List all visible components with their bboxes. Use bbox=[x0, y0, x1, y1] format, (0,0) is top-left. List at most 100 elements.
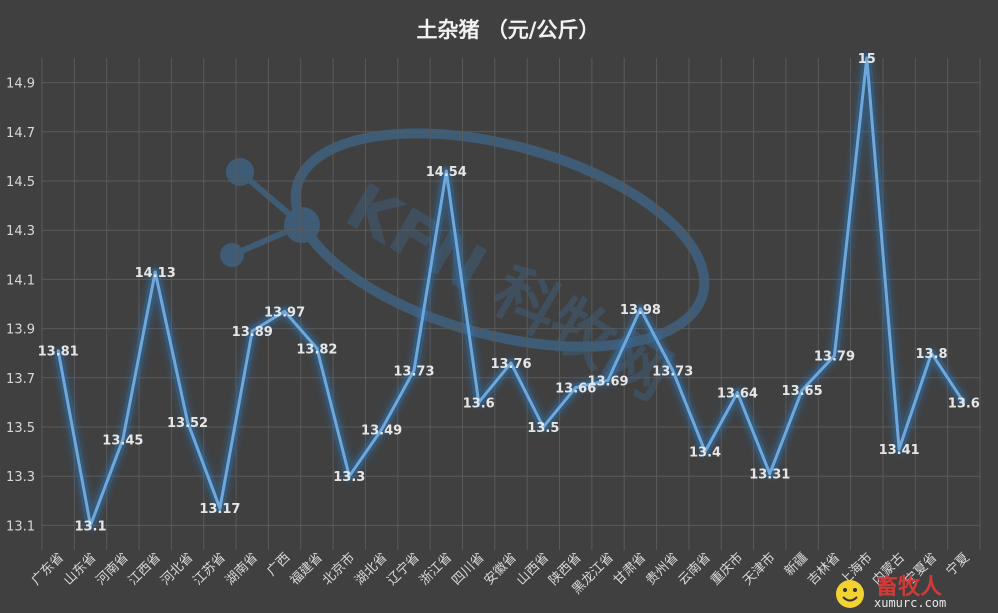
x-tick-label: 广西 bbox=[264, 550, 293, 579]
data-label: 13.81 bbox=[38, 345, 79, 360]
data-label: 13.8 bbox=[915, 347, 947, 362]
data-label: 13.17 bbox=[199, 502, 240, 517]
smiley-icon bbox=[836, 580, 864, 608]
x-tick-label: 山西省 bbox=[514, 550, 552, 588]
data-label: 13.31 bbox=[749, 468, 790, 483]
data-point bbox=[703, 450, 707, 454]
y-tick-label: 14.7 bbox=[6, 126, 35, 141]
data-point bbox=[865, 56, 869, 60]
data-point bbox=[897, 447, 901, 451]
data-point bbox=[962, 400, 966, 404]
data-point bbox=[347, 474, 351, 478]
data-label: 15 bbox=[858, 52, 876, 67]
data-point bbox=[735, 391, 739, 395]
data-label: 13.73 bbox=[652, 364, 693, 379]
x-tick-label: 山东省 bbox=[61, 550, 99, 588]
data-labels: 13.81 13.1 13.45 14.13 13.52 13.17 13.89 13.97 1… bbox=[38, 52, 980, 534]
y-tick-label: 14.5 bbox=[6, 175, 35, 190]
x-tick-label: 江西省 bbox=[126, 550, 164, 588]
data-point bbox=[89, 523, 93, 527]
data-point bbox=[541, 425, 545, 429]
corner-logo: 畜牧人 xumurc.com bbox=[836, 574, 946, 610]
x-tick-label: 云南省 bbox=[675, 550, 714, 589]
data-point bbox=[56, 349, 60, 353]
data-point bbox=[315, 346, 319, 350]
data-label: 13.82 bbox=[296, 342, 337, 357]
data-point bbox=[832, 354, 836, 358]
y-tick-label: 14.9 bbox=[6, 77, 35, 92]
x-tick-label: 江苏省 bbox=[190, 550, 229, 589]
data-label: 13.4 bbox=[689, 446, 721, 461]
y-tick-label: 14.3 bbox=[6, 224, 35, 239]
data-point bbox=[574, 386, 578, 390]
data-point bbox=[671, 368, 675, 372]
y-tick-label: 13.7 bbox=[6, 372, 35, 387]
data-label: 13.97 bbox=[264, 305, 305, 320]
data-label: 14.13 bbox=[135, 266, 176, 281]
x-tick-label: 河南省 bbox=[93, 550, 132, 589]
data-label: 13.45 bbox=[102, 433, 143, 448]
data-label: 13.3 bbox=[333, 470, 365, 485]
data-label: 13.49 bbox=[361, 423, 402, 438]
x-tick-label: 辽宁省 bbox=[384, 550, 423, 589]
data-label: 13.66 bbox=[555, 382, 596, 397]
x-tick-label: 湖北省 bbox=[352, 550, 390, 588]
data-point bbox=[121, 437, 125, 441]
data-point bbox=[638, 307, 642, 311]
data-label: 13.73 bbox=[393, 364, 434, 379]
data-point bbox=[380, 427, 384, 431]
data-label: 13.1 bbox=[74, 519, 106, 534]
x-tick-label: 福建省 bbox=[288, 550, 326, 588]
data-label: 13.52 bbox=[167, 416, 208, 431]
data-point bbox=[929, 351, 933, 355]
y-tick-label: 13.3 bbox=[6, 470, 35, 485]
y-tick-label: 13.5 bbox=[6, 421, 35, 436]
data-point bbox=[444, 169, 448, 173]
x-tick-label: 湖南省 bbox=[222, 550, 261, 589]
x-tick-label: 四川省 bbox=[449, 550, 487, 588]
data-label: 13.65 bbox=[782, 384, 823, 399]
x-tick-label: 宁夏 bbox=[943, 550, 973, 580]
x-tick-label: 重庆市 bbox=[707, 550, 746, 589]
y-tick-label: 13.9 bbox=[6, 323, 35, 338]
chart-title: 土杂猪 （元/公斤） bbox=[417, 18, 600, 42]
x-tick-label: 安徽省 bbox=[482, 550, 520, 588]
data-point bbox=[153, 270, 157, 274]
data-label: 13.6 bbox=[463, 396, 495, 411]
data-label: 13.64 bbox=[717, 387, 758, 402]
y-tick-label: 14.1 bbox=[6, 273, 35, 288]
series-line bbox=[53, 53, 968, 530]
data-label: 13.98 bbox=[620, 303, 661, 318]
data-label: 13.69 bbox=[587, 374, 628, 389]
logo-url-text: xumurc.com bbox=[874, 596, 946, 610]
x-tick-label: 甘肃省 bbox=[611, 550, 649, 588]
x-tick-label: 吉林省 bbox=[805, 550, 843, 588]
data-point bbox=[283, 309, 287, 313]
data-point bbox=[768, 472, 772, 476]
data-point bbox=[477, 400, 481, 404]
data-label: 13.89 bbox=[232, 325, 273, 340]
data-point bbox=[412, 368, 416, 372]
data-label: 13.6 bbox=[948, 396, 980, 411]
data-point bbox=[606, 378, 610, 382]
gridlines bbox=[41, 58, 981, 550]
data-point bbox=[800, 388, 804, 392]
x-tick-label: 北京市 bbox=[319, 550, 358, 589]
data-point bbox=[218, 506, 222, 510]
data-point bbox=[250, 329, 254, 333]
y-tick-label: 13.1 bbox=[6, 519, 35, 534]
data-point bbox=[509, 361, 513, 365]
data-label: 14.54 bbox=[426, 165, 467, 180]
data-label: 13.76 bbox=[490, 357, 531, 372]
logo-cn-text: 畜牧人 bbox=[876, 574, 942, 600]
data-point bbox=[186, 420, 190, 424]
data-label: 13.5 bbox=[527, 421, 559, 436]
x-tick-label: 广东省 bbox=[29, 550, 67, 588]
x-tick-label: 贵州省 bbox=[643, 550, 681, 588]
x-tick-label: 浙江省 bbox=[417, 550, 455, 588]
data-label: 13.41 bbox=[879, 443, 920, 458]
data-label: 13.79 bbox=[814, 350, 855, 365]
y-axis-ticks: 13.1 13.3 13.5 13.7 13.9 14.1 14.3 14.5 14.7 14.9 bbox=[6, 77, 35, 535]
